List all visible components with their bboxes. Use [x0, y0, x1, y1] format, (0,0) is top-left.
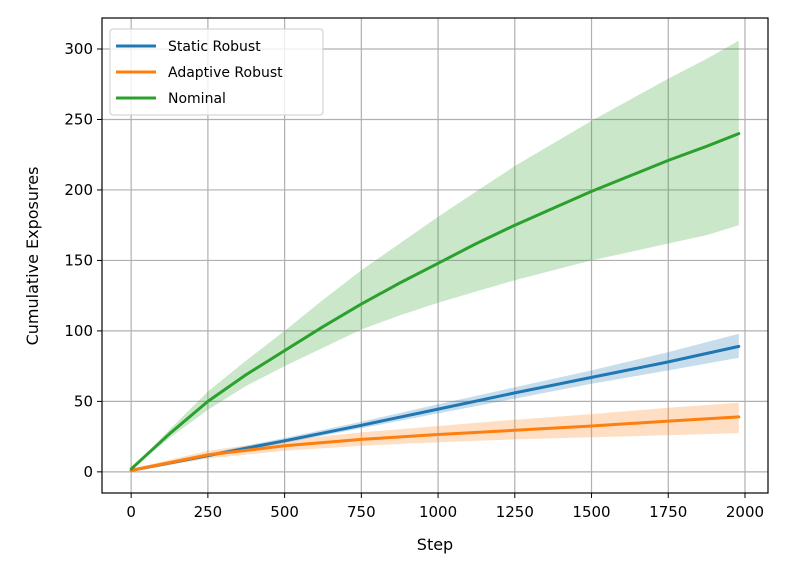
legend-box — [109, 28, 324, 116]
plot-frame — [101, 17, 769, 494]
legend: Static Robust Adaptive Robust Nominal — [109, 28, 324, 116]
y-tick-label: 50 — [74, 392, 93, 410]
x-tick-label: 250 — [194, 503, 223, 521]
x-tick-label: 1500 — [572, 503, 610, 521]
x-tick-label: 1750 — [649, 503, 687, 521]
y-tick-label: 250 — [64, 110, 93, 128]
axis-ticks: 0 250 500 750 1000 1250 1500 1750 2000 0 50 100 150 2… — [64, 40, 764, 521]
y-axis-label: Cumulative Exposures — [23, 167, 42, 346]
y-tick-label: 100 — [64, 322, 93, 340]
x-tick-label: 1000 — [419, 503, 457, 521]
x-tick-label: 500 — [270, 503, 299, 521]
y-tick-label: 200 — [64, 181, 93, 199]
y-tick-label: 0 — [83, 463, 93, 481]
adaptive-robust-band — [131, 402, 739, 472]
legend-label-static-robust: Static Robust — [168, 39, 261, 55]
series-lines — [129, 132, 741, 472]
x-tick-label: 1250 — [496, 503, 534, 521]
nominal-band — [131, 40, 739, 469]
legend-label-adaptive-robust: Adaptive Robust — [168, 65, 283, 81]
x-tick-label: 2000 — [726, 503, 764, 521]
x-tick-label: 0 — [126, 503, 136, 521]
legend-label-nominal: Nominal — [168, 91, 226, 107]
confidence-bands — [131, 40, 739, 472]
y-tick-label: 150 — [64, 251, 93, 269]
y-tick-label: 300 — [64, 40, 93, 58]
x-tick-label: 750 — [347, 503, 376, 521]
x-axis-label: Step — [417, 535, 453, 554]
